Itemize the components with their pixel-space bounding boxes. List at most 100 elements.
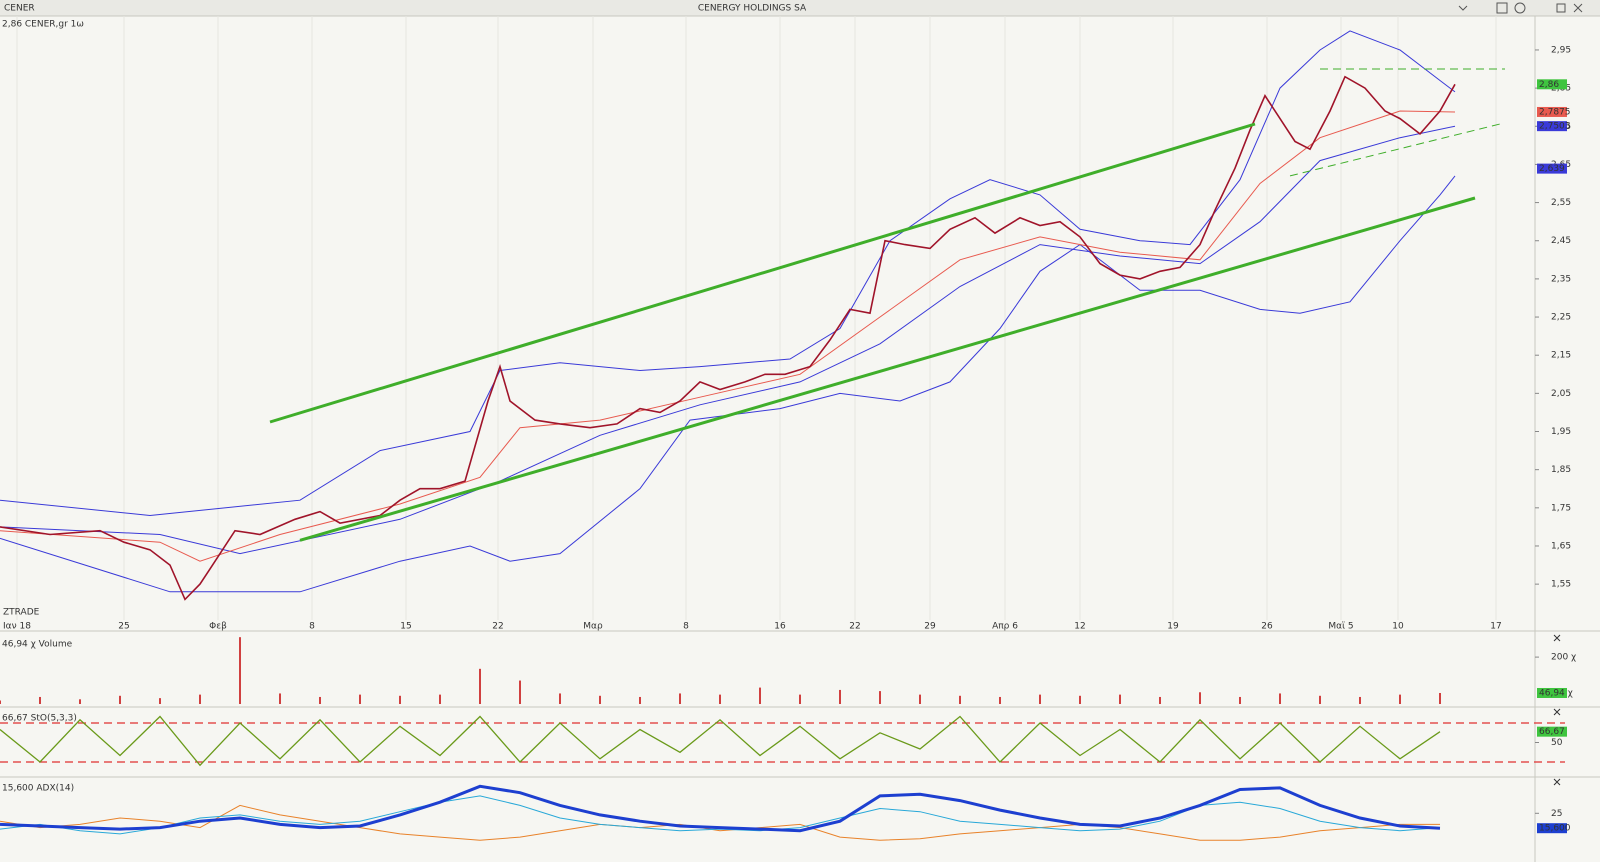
volume-bar [1079, 695, 1081, 704]
x-tick-label: Φεβ [209, 622, 227, 632]
title-bar [0, 0, 1600, 16]
x-tick-label: Ιαν 18 [3, 622, 31, 632]
trend-line [299, 196, 1476, 542]
volume-bar [679, 693, 681, 704]
y-tick-label: 2,55 [1551, 198, 1571, 208]
watermark: ZTRADE [3, 608, 40, 618]
x-tick-label: 19 [1167, 622, 1179, 632]
volume-bar [999, 696, 1001, 704]
volume-bar [239, 637, 241, 704]
price-tag [1537, 79, 1567, 90]
series-line [0, 75, 1456, 601]
volume-bar [319, 696, 321, 704]
volume-bar [919, 694, 921, 704]
volume-bar [759, 687, 761, 704]
volume-bar [599, 695, 601, 704]
y-tick-label: 50 [1551, 738, 1563, 748]
series-line [0, 110, 1456, 562]
y-tick-label: 1,75 [1551, 503, 1571, 513]
panel-label: 2,86 CENER,gr 1ω [2, 20, 84, 30]
price-tag [1537, 106, 1567, 117]
panel-label: 66,67 StO(5,3,3) [2, 714, 77, 724]
volume-bar [839, 689, 841, 704]
price-tag [1537, 823, 1567, 834]
link-icon[interactable] [1514, 2, 1526, 14]
window-controls[interactable] [1458, 2, 1583, 14]
volume-bar [519, 680, 521, 704]
trend-line [1289, 123, 1501, 177]
volume-bar [119, 695, 121, 704]
y-tick-label: 1,55 [1551, 580, 1571, 590]
volume-bar [879, 691, 881, 704]
y-tick-label: 1,65 [1551, 541, 1571, 551]
volume-bar [799, 694, 801, 704]
volume-bar [0, 700, 1, 704]
volume-bar [1159, 696, 1161, 704]
price-tag-label: 15,600 [1539, 824, 1571, 834]
y-tick-label: 25 [1551, 809, 1562, 819]
price-tag-label: 2,7875 [1539, 107, 1571, 117]
dropdown-icon[interactable] [1458, 5, 1468, 11]
series-line [0, 125, 1456, 555]
panel-close-icon[interactable] [1553, 778, 1561, 786]
volume-bar [79, 699, 81, 704]
price-tag [1537, 726, 1567, 737]
x-tick-label: 8 [309, 622, 315, 632]
y-tick-label: 2,45 [1551, 236, 1571, 246]
volume-bar [1439, 692, 1441, 704]
x-tick-label: 16 [774, 622, 786, 632]
volume-bar [959, 695, 961, 704]
symbol: CENER [4, 4, 35, 14]
restore-icon[interactable] [1556, 3, 1566, 13]
volume-bar [399, 695, 401, 704]
series-line [0, 715, 1441, 767]
volume-bar [1279, 693, 1281, 704]
panel-label: 15,600 ADX(14) [2, 784, 74, 794]
close-icon[interactable] [1573, 3, 1583, 13]
x-tick-label: 12 [1074, 622, 1085, 632]
volume-bar [1399, 694, 1401, 704]
volume-bar [479, 668, 481, 704]
price-tag [1537, 687, 1567, 698]
y-tick-label: 1,95 [1551, 427, 1571, 437]
volume-bar [359, 694, 361, 704]
x-tick-label: 26 [1261, 622, 1273, 632]
x-tick-label: 25 [118, 622, 129, 632]
price-tag-label: 66,67 [1539, 727, 1565, 737]
x-tick-label: Μαρ [583, 622, 603, 632]
volume-bar [1239, 696, 1241, 704]
volume-bar [1119, 694, 1121, 704]
y-tick-label: 2,25 [1551, 313, 1571, 323]
price-tag-label: 2,639 [1539, 164, 1565, 174]
y-tick-label: 2,95 [1551, 45, 1571, 55]
x-tick-label: Μαϊ 5 [1328, 622, 1353, 632]
panel-close-icon[interactable] [1553, 634, 1561, 642]
volume-bar [639, 696, 641, 704]
x-tick-label: Απρ 6 [992, 622, 1018, 632]
panel-close-icon[interactable] [1553, 708, 1561, 716]
price-tag [1537, 163, 1567, 174]
panel-label: 46,94 χ Volume [2, 640, 73, 650]
price-tag-label: 46,94 χ [1539, 688, 1573, 698]
volume-bar [279, 693, 281, 704]
y-tick-label: 2,35 [1551, 274, 1571, 284]
price-tag [1537, 121, 1567, 132]
layout-icon[interactable] [1496, 2, 1508, 14]
volume-bar [1199, 692, 1201, 704]
volume-bar [1319, 695, 1321, 704]
y-tick-label: 200 χ [1551, 653, 1576, 663]
x-tick-label: 22 [849, 622, 860, 632]
trend-line [269, 122, 1256, 424]
price-tag-label: 2,86 [1539, 80, 1559, 90]
x-tick-label: 22 [492, 622, 503, 632]
series-line [0, 175, 1456, 593]
volume-bar [159, 698, 161, 704]
x-tick-label: 10 [1392, 622, 1404, 632]
y-tick-label: 2,15 [1551, 351, 1571, 361]
x-tick-label: 29 [924, 622, 936, 632]
y-tick-label: 2,05 [1551, 389, 1571, 399]
series-line [0, 784, 1441, 833]
volume-bar [719, 694, 721, 704]
volume-bar [199, 694, 201, 704]
